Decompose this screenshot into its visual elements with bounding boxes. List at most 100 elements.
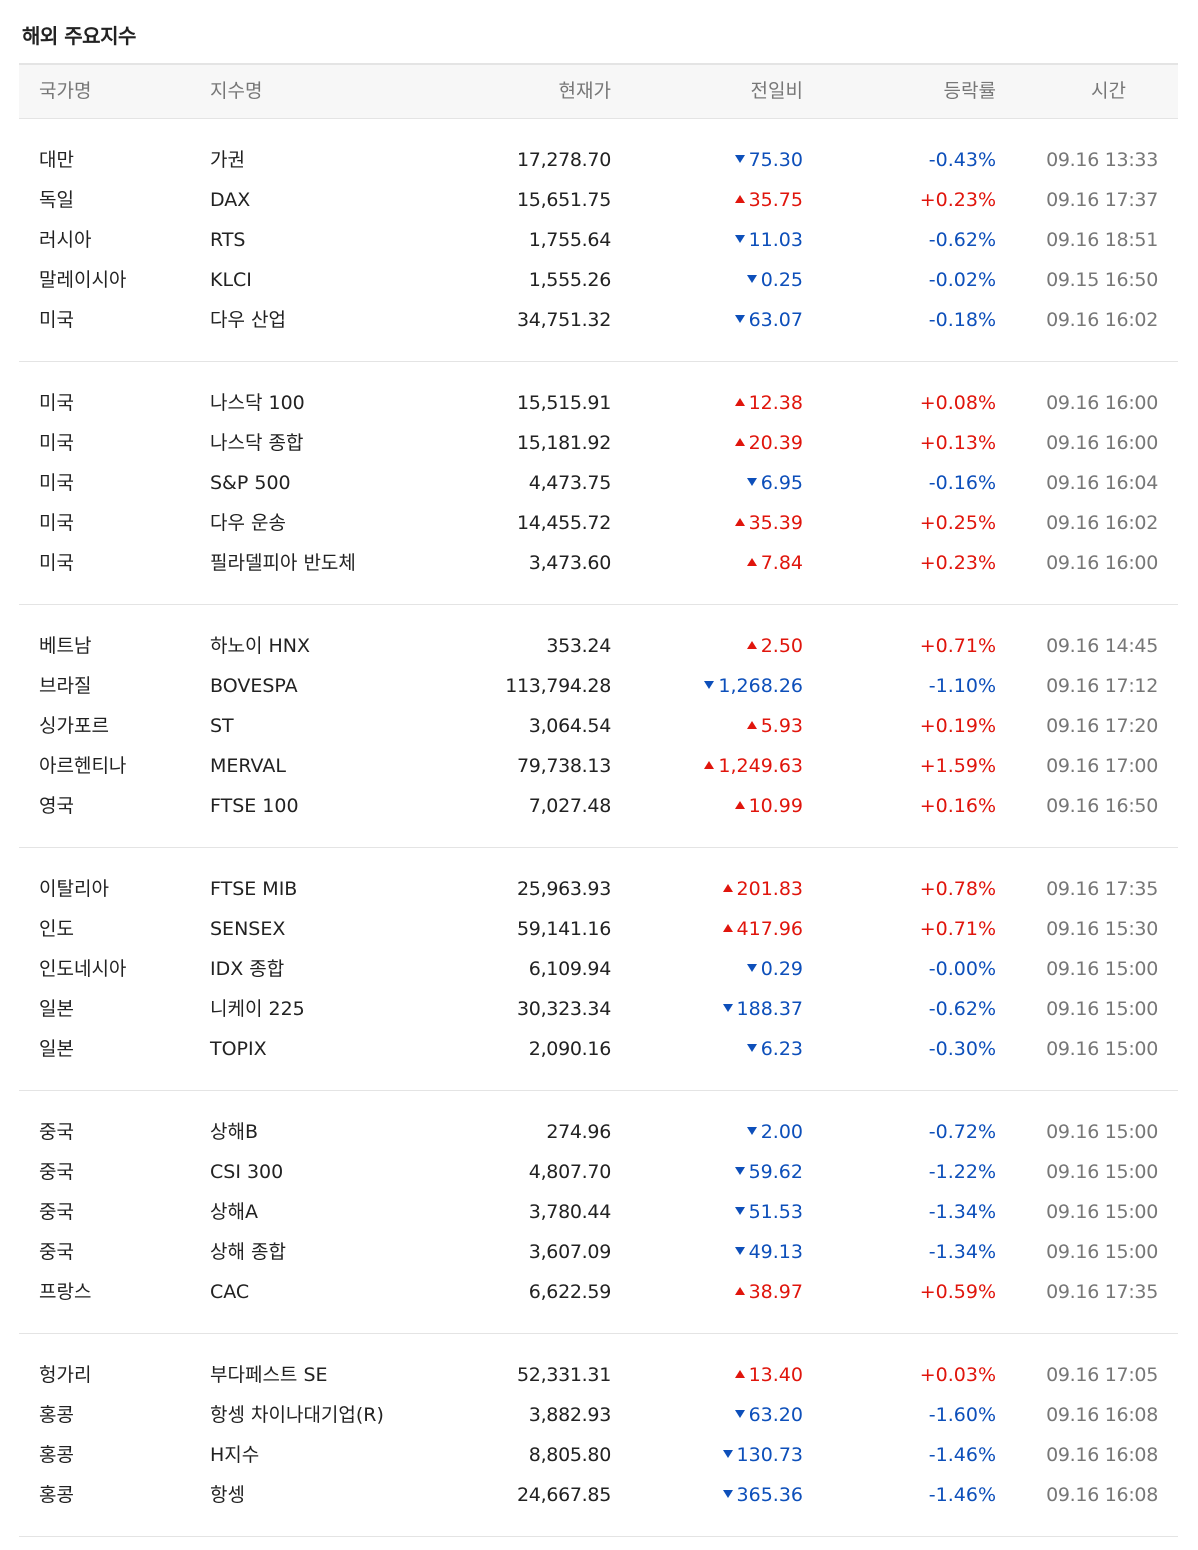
index-table: 국가명 지수명 현재가 전일비 등락률 시간 대만 가권 17,278.70 75.3… xyxy=(19,63,1178,1537)
table-row[interactable]: 홍콩 H지수 8,805.80 130.73 -1.46% 09.16 16:08 xyxy=(19,1435,1178,1475)
index-name-link[interactable]: 나스닥 100 xyxy=(210,392,305,414)
index-name-link[interactable]: 하노이 HNX xyxy=(210,635,310,657)
change-rate: +0.16% xyxy=(919,795,996,817)
change-rate: +0.71% xyxy=(919,635,996,657)
table-row[interactable]: 영국 FTSE 100 7,027.48 10.99 +0.16% 09.16 16:50 xyxy=(19,786,1178,826)
current-price: 25,963.93 xyxy=(517,878,611,900)
change-value: 35.39 xyxy=(734,503,803,543)
table-row[interactable]: 프랑스 CAC 6,622.59 38.97 +0.59% 09.16 17:35 xyxy=(19,1272,1178,1312)
index-name-link[interactable]: CSI 300 xyxy=(210,1161,284,1183)
current-price: 113,794.28 xyxy=(505,675,611,697)
country-name: 베트남 xyxy=(39,635,92,657)
country-name: 브라질 xyxy=(39,675,92,697)
current-price: 30,323.34 xyxy=(517,998,611,1020)
index-name-link[interactable]: 부다페스트 SE xyxy=(210,1364,328,1386)
index-name-link[interactable]: 상해B xyxy=(210,1121,258,1143)
table-row[interactable]: 홍콩 항셍 24,667.85 365.36 -1.46% 09.16 16:08 xyxy=(19,1475,1178,1515)
arrow-down-icon xyxy=(746,274,757,283)
current-price: 3,607.09 xyxy=(528,1241,612,1263)
table-row[interactable]: 싱가포르 ST 3,064.54 5.93 +0.19% 09.16 17:20 xyxy=(19,706,1178,746)
index-name-link[interactable]: H지수 xyxy=(210,1444,260,1466)
index-name-link[interactable]: 상해 종합 xyxy=(210,1241,286,1263)
index-name-link[interactable]: KLCI xyxy=(210,269,252,291)
table-row[interactable]: 미국 나스닥 100 15,515.91 12.38 +0.08% 09.16 16:00 xyxy=(19,383,1178,423)
change-amount: 0.25 xyxy=(760,269,803,291)
arrow-down-icon xyxy=(746,477,757,486)
arrow-up-icon xyxy=(746,557,757,566)
change-value: 59.62 xyxy=(734,1152,803,1192)
index-name-link[interactable]: 나스닥 종합 xyxy=(210,432,304,454)
row-group: 중국 상해B 274.96 2.00 -0.72% 09.16 15:00 중국 CSI 30… xyxy=(19,1091,1178,1334)
table-row[interactable]: 일본 TOPIX 2,090.16 6.23 -0.30% 09.16 15:00 xyxy=(19,1029,1178,1069)
change-amount: 2.50 xyxy=(760,635,803,657)
table-row[interactable]: 아르헨티나 MERVAL 79,738.13 1,249.63 +1.59% 09.16 … xyxy=(19,746,1178,786)
index-name-link[interactable]: 다우 운송 xyxy=(210,512,286,534)
index-name-link[interactable]: FTSE MIB xyxy=(210,878,298,900)
index-name-link[interactable]: 상해A xyxy=(210,1201,258,1223)
index-name-link[interactable]: S&P 500 xyxy=(210,472,291,494)
change-amount: 6.95 xyxy=(760,472,803,494)
index-name-link[interactable]: 다우 산업 xyxy=(210,309,286,331)
index-name-link[interactable]: DAX xyxy=(210,189,251,211)
table-row[interactable]: 중국 CSI 300 4,807.70 59.62 -1.22% 09.16 15:00 xyxy=(19,1152,1178,1192)
table-row[interactable]: 헝가리 부다페스트 SE 52,331.31 13.40 +0.03% 09.16 17:… xyxy=(19,1355,1178,1395)
index-name-link[interactable]: RTS xyxy=(210,229,246,251)
arrow-down-icon xyxy=(734,1246,745,1255)
index-name-link[interactable]: BOVESPA xyxy=(210,675,298,697)
index-name-link[interactable]: 항셍 xyxy=(210,1484,245,1506)
arrow-up-icon xyxy=(734,397,745,406)
change-value: 1,249.63 xyxy=(704,746,803,786)
index-name-link[interactable]: 가권 xyxy=(210,149,245,171)
table-row[interactable]: 브라질 BOVESPA 113,794.28 1,268.26 -1.10% 09.16 … xyxy=(19,666,1178,706)
table-row[interactable]: 일본 니케이 225 30,323.34 188.37 -0.62% 09.16 15:0… xyxy=(19,989,1178,1029)
table-row[interactable]: 독일 DAX 15,651.75 35.75 +0.23% 09.16 17:37 xyxy=(19,180,1178,220)
table-row[interactable]: 베트남 하노이 HNX 353.24 2.50 +0.71% 09.16 14:45 xyxy=(19,626,1178,666)
table-row[interactable]: 미국 나스닥 종합 15,181.92 20.39 +0.13% 09.16 16:00 xyxy=(19,423,1178,463)
current-price: 8,805.80 xyxy=(528,1444,612,1466)
table-row[interactable]: 인도 SENSEX 59,141.16 417.96 +0.71% 09.16 15:30 xyxy=(19,909,1178,949)
table-row[interactable]: 중국 상해B 274.96 2.00 -0.72% 09.16 15:00 xyxy=(19,1112,1178,1152)
index-name-link[interactable]: 니케이 225 xyxy=(210,998,305,1020)
change-value: 188.37 xyxy=(722,989,803,1029)
arrow-up-icon xyxy=(734,517,745,526)
index-name-link[interactable]: ST xyxy=(210,715,234,737)
table-row[interactable]: 이탈리아 FTSE MIB 25,963.93 201.83 +0.78% 09.16 1… xyxy=(19,869,1178,909)
table-row[interactable]: 미국 다우 산업 34,751.32 63.07 -0.18% 09.16 16:02 xyxy=(19,300,1178,340)
country-name: 홍콩 xyxy=(39,1484,74,1506)
country-name: 이탈리아 xyxy=(39,878,109,900)
table-row[interactable]: 미국 다우 운송 14,455.72 35.39 +0.25% 09.16 16:02 xyxy=(19,503,1178,543)
table-row[interactable]: 인도네시아 IDX 종합 6,109.94 0.29 -0.00% 09.16 15:00 xyxy=(19,949,1178,989)
table-row[interactable]: 중국 상해A 3,780.44 51.53 -1.34% 09.16 15:00 xyxy=(19,1192,1178,1232)
change-amount: 130.73 xyxy=(736,1444,803,1466)
index-name-link[interactable]: SENSEX xyxy=(210,918,286,940)
change-amount: 59.62 xyxy=(748,1161,803,1183)
change-rate: -1.46% xyxy=(928,1484,996,1506)
change-rate: -0.43% xyxy=(928,149,996,171)
arrow-up-icon xyxy=(722,923,733,932)
arrow-down-icon xyxy=(734,234,745,243)
index-name-link[interactable]: IDX 종합 xyxy=(210,958,285,980)
current-price: 15,651.75 xyxy=(517,189,611,211)
change-value: 49.13 xyxy=(734,1232,803,1272)
change-value: 11.03 xyxy=(734,220,803,260)
current-price: 24,667.85 xyxy=(517,1484,611,1506)
index-name-link[interactable]: 항셍 차이나대기업(R) xyxy=(210,1404,384,1426)
country-name: 아르헨티나 xyxy=(39,755,127,777)
table-row[interactable]: 러시아 RTS 1,755.64 11.03 -0.62% 09.16 18:51 xyxy=(19,220,1178,260)
change-rate: -0.72% xyxy=(928,1121,996,1143)
table-row[interactable]: 홍콩 항셍 차이나대기업(R) 3,882.93 63.20 -1.60% 09.16 1… xyxy=(19,1395,1178,1435)
table-row[interactable]: 말레이시아 KLCI 1,555.26 0.25 -0.02% 09.15 16:50 xyxy=(19,260,1178,300)
table-row[interactable]: 미국 필라델피아 반도체 3,473.60 7.84 +0.23% 09.16 16:00 xyxy=(19,543,1178,583)
change-value: 7.84 xyxy=(746,543,803,583)
table-row[interactable]: 대만 가권 17,278.70 75.30 -0.43% 09.16 13:33 xyxy=(19,140,1178,180)
table-row[interactable]: 중국 상해 종합 3,607.09 49.13 -1.34% 09.16 15:00 xyxy=(19,1232,1178,1272)
index-name-link[interactable]: MERVAL xyxy=(210,755,286,777)
change-amount: 188.37 xyxy=(736,998,803,1020)
index-name-link[interactable]: TOPIX xyxy=(210,1038,267,1060)
index-name-link[interactable]: 필라델피아 반도체 xyxy=(210,552,356,574)
index-name-link[interactable]: CAC xyxy=(210,1281,250,1303)
change-rate: +0.25% xyxy=(919,512,996,534)
change-value: 63.07 xyxy=(734,300,803,340)
index-name-link[interactable]: FTSE 100 xyxy=(210,795,299,817)
table-row[interactable]: 미국 S&P 500 4,473.75 6.95 -0.16% 09.16 16:04 xyxy=(19,463,1178,503)
